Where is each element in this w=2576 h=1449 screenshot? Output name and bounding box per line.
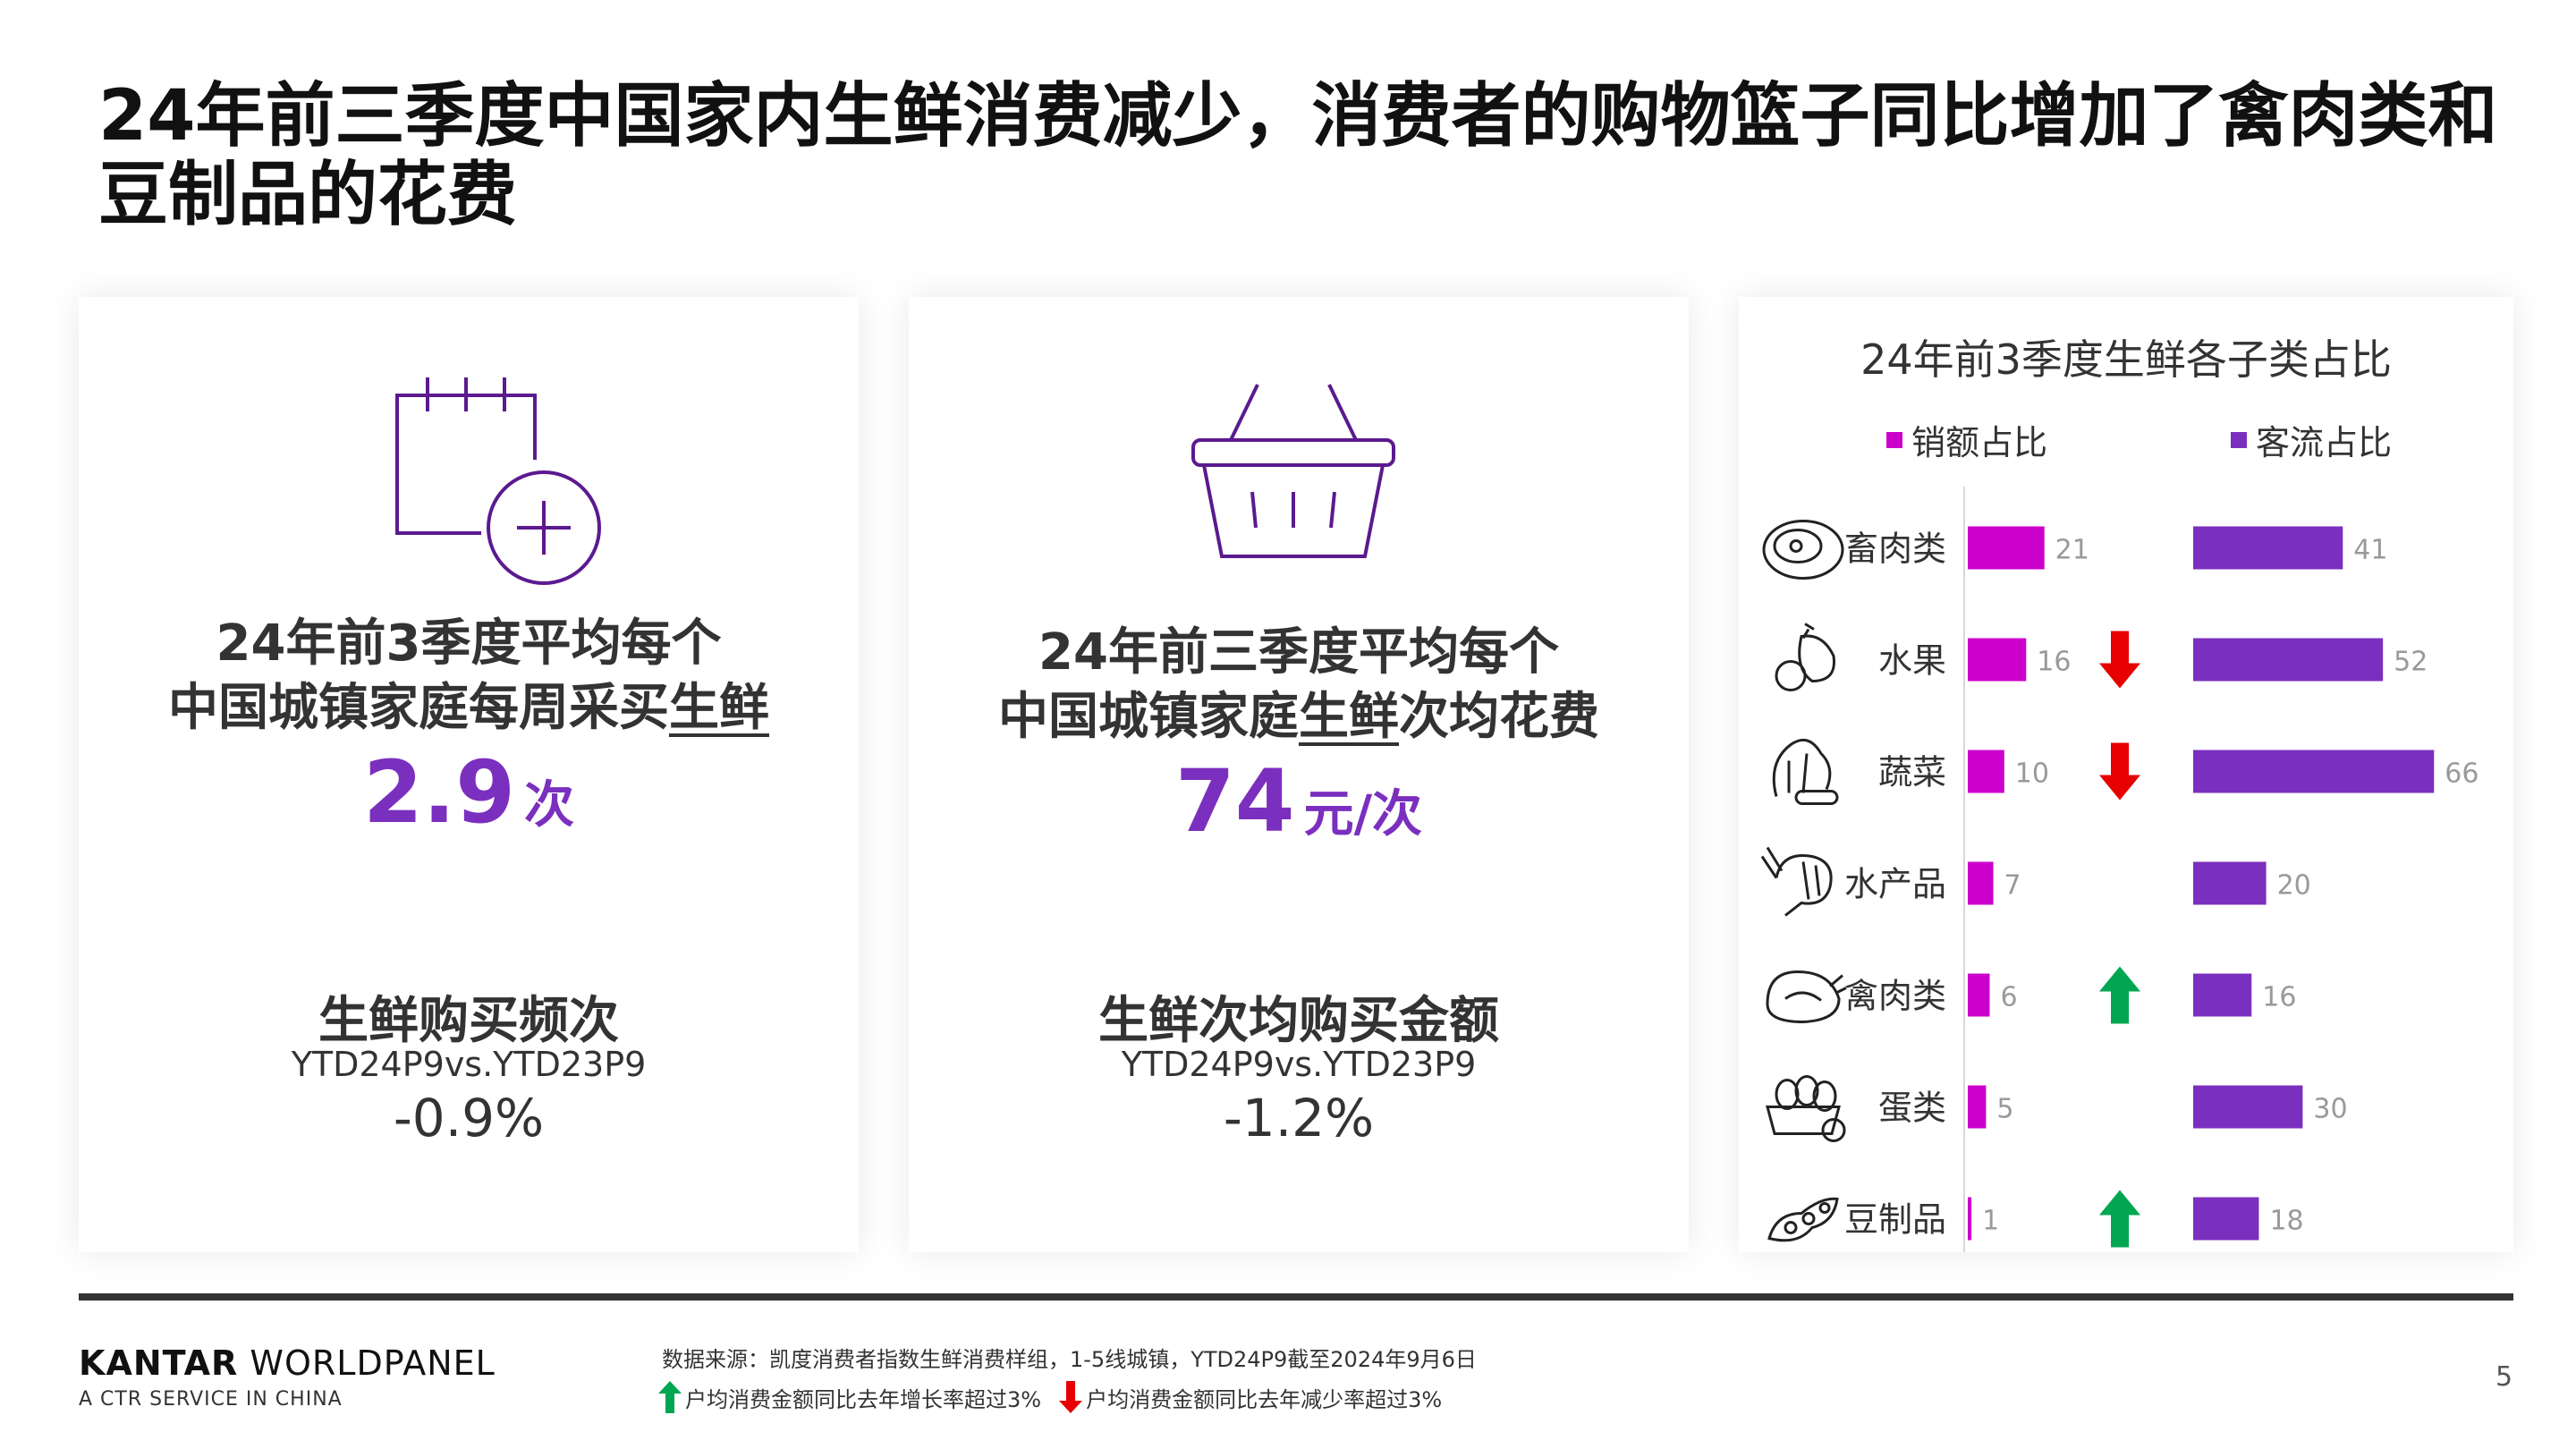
category-label: 蔬菜 — [1878, 753, 1946, 792]
chart-plot: 畜肉类 21 41 水果 16 52 蔬菜 10 66 水产品 7 20 禽肉类 6 16 蛋类 5 30 豆制品 1… — [1760, 487, 2479, 1252]
page-number: 5 — [2496, 1361, 2513, 1393]
frequency-desc-underlined: 生鲜 — [669, 679, 769, 737]
traffic-share-bar — [2193, 638, 2384, 682]
brand-subtitle: A CTR SERVICE IN CHINA — [79, 1388, 343, 1411]
spend-value-unit: 元/次 — [1303, 785, 1423, 843]
chart-title: 24年前3季度生鲜各子类占比 — [1860, 335, 2392, 384]
sales-share-bar — [1968, 638, 2027, 682]
frequency-panel: 24年前3季度平均每个 中国城镇家庭每周采买生鲜 2.9 次 生鲜购买频次 YTD… — [79, 297, 859, 1252]
legend-sales-share: 销额占比 — [1886, 415, 2047, 464]
calendar-plus-icon — [385, 370, 617, 589]
trend-down-arrow-icon — [2099, 742, 2140, 801]
category-label: 畜肉类 — [1844, 530, 1946, 569]
sales-share-label: 16 — [2037, 647, 2071, 678]
traffic-share-label: 41 — [2353, 535, 2387, 566]
footer-divider — [79, 1293, 2513, 1301]
vegetable-icon — [1772, 738, 1839, 805]
frequency-value-number: 2.9 — [362, 742, 516, 843]
sales-share-label: 1 — [1982, 1206, 1999, 1237]
sales-share-label: 21 — [2055, 535, 2089, 566]
sales-share-bar — [1968, 526, 2045, 570]
traffic-share-label: 18 — [2269, 1206, 2303, 1237]
frequency-value-unit: 次 — [524, 776, 575, 835]
spend-desc-line2: 中国城镇家庭生鲜次均花费 — [909, 685, 1689, 750]
sales-share-bar — [1968, 861, 1994, 905]
arrow-legend: 户均消费金额同比去年增长率超过3% 户均消费金额同比去年减少率超过3% — [658, 1381, 1442, 1413]
legend-traffic-swatch — [2231, 431, 2247, 448]
sales-share-bar — [1968, 1085, 1987, 1129]
page-title: 24年前三季度中国家内生鲜消费减少，消费者的购物篮子同比增加了禽肉类和豆制品的花… — [98, 76, 2498, 235]
subcategory-chart-panel: 24年前3季度生鲜各子类占比 销额占比 客流占比 畜肉类 21 41 水果 16 52 蔬菜… — [1739, 297, 2513, 1252]
legend-sales-swatch — [1886, 431, 1902, 448]
traffic-share-label: 30 — [2313, 1094, 2347, 1125]
soybean-icon — [1767, 1197, 1839, 1242]
trend-down-arrow-icon — [2099, 631, 2140, 689]
shopping-basket-icon — [1177, 377, 1410, 578]
sales-share-bar — [1968, 973, 1990, 1017]
down-arrow-note: 户均消费金额同比去年减少率超过3% — [1086, 1386, 1443, 1412]
brand-bold: KANTAR — [79, 1343, 239, 1383]
traffic-share-bar — [2193, 526, 2343, 570]
spend-metric-name: 生鲜次均购买金额 — [1098, 992, 1499, 1050]
spend-desc-underlined: 生鲜 — [1299, 688, 1399, 746]
spend-change: -1.2% — [1223, 1088, 1375, 1148]
frequency-desc-line1: 24年前3季度平均每个 — [216, 614, 722, 673]
data-source-note: 数据来源：凯度消费者指数生鲜消费样组，1-5线城镇，YTD24P9截至2024年… — [662, 1347, 1477, 1372]
category-label: 蛋类 — [1878, 1089, 1946, 1128]
steak-icon — [1762, 520, 1844, 580]
trend-up-arrow-icon — [2099, 966, 2140, 1024]
traffic-share-label: 66 — [2445, 758, 2479, 790]
down-arrow-icon — [1059, 1381, 1083, 1413]
spend-description: 24年前三季度平均每个 中国城镇家庭生鲜次均花费 — [909, 621, 1689, 750]
sales-share-label: 5 — [1996, 1094, 2013, 1125]
traffic-share-bar — [2193, 861, 2267, 905]
legend-traffic-share: 客流占比 — [2231, 415, 2392, 464]
category-label: 水产品 — [1844, 865, 1946, 904]
spend-desc-line2-pre: 中国城镇家庭 — [998, 688, 1299, 746]
category-label: 豆制品 — [1844, 1200, 1946, 1240]
sales-share-label: 7 — [2004, 870, 2021, 902]
spend-desc-line2-post: 次均花费 — [1399, 688, 1599, 746]
up-arrow-icon — [658, 1381, 682, 1413]
traffic-share-label: 52 — [2394, 647, 2428, 678]
category-label: 水果 — [1878, 641, 1946, 681]
fruit-icon — [1775, 623, 1835, 691]
traffic-share-label: 16 — [2262, 982, 2296, 1013]
frequency-period: YTD24P9vs.YTD23P9 — [291, 1045, 647, 1084]
frequency-description: 24年前3季度平均每个 中国城镇家庭每周采买生鲜 — [79, 612, 859, 741]
frequency-desc-line2: 中国城镇家庭每周采买生鲜 — [79, 676, 859, 741]
spend-panel: 24年前三季度平均每个 中国城镇家庭生鲜次均花费 74 元/次 生鲜次均购买金额 … — [909, 297, 1689, 1252]
sales-share-label: 10 — [2015, 758, 2049, 790]
spend-value-number: 74 — [1174, 751, 1295, 852]
traffic-share-label: 20 — [2277, 870, 2311, 902]
spend-desc-line1: 24年前三季度平均每个 — [1038, 623, 1559, 682]
frequency-desc-line2-text: 中国城镇家庭每周采买 — [168, 679, 669, 737]
frequency-value: 2.9 次 — [79, 742, 859, 843]
chicken-icon — [1766, 970, 1847, 1024]
sales-share-label: 6 — [2000, 982, 2017, 1013]
frequency-metric-name: 生鲜购买频次 — [318, 992, 619, 1050]
brand-rest: WORLDPANEL — [238, 1343, 496, 1383]
traffic-share-bar — [2193, 750, 2435, 793]
frequency-change: -0.9% — [393, 1088, 545, 1148]
shrimp-icon — [1760, 846, 1833, 917]
legend-sales-label: 销额占比 — [1911, 423, 2048, 462]
traffic-share-bar — [2193, 1085, 2303, 1129]
egg-basket-icon — [1766, 1075, 1846, 1142]
brand-logo: KANTAR WORLDPANEL — [79, 1343, 496, 1383]
up-arrow-note: 户均消费金额同比去年增长率超过3% — [685, 1386, 1042, 1412]
sales-share-bar — [1968, 750, 2004, 793]
traffic-share-bar — [2193, 973, 2252, 1017]
spend-value: 74 元/次 — [909, 751, 1689, 852]
category-label: 禽肉类 — [1844, 977, 1946, 1016]
spend-period: YTD24P9vs.YTD23P9 — [1121, 1045, 1477, 1084]
trend-up-arrow-icon — [2099, 1190, 2140, 1248]
sales-share-bar — [1968, 1197, 1972, 1241]
traffic-share-bar — [2193, 1197, 2259, 1241]
legend-traffic-label: 客流占比 — [2256, 423, 2393, 462]
